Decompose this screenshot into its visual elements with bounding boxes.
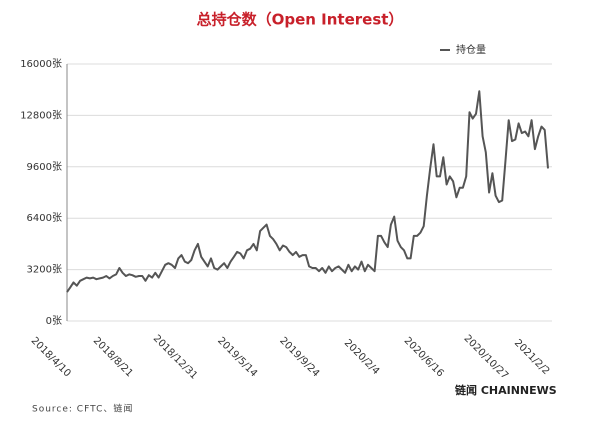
x-tick-label: 2020/2/4 [342,338,382,378]
y-tick-label: 3200张 [27,264,62,276]
x-tick-label: 2018/8/21 [91,335,135,379]
y-tick-label: 9600张 [27,161,62,173]
x-tick-label: 2019/5/14 [215,335,259,379]
y-tick-label: 0张 [46,315,62,327]
brand: 链闻 CHAINNEWS [455,383,557,397]
x-tick-label: 2019/9/24 [277,335,321,379]
legend-label: 持仓量 [456,43,486,56]
x-tick-label: 2018/12/31 [151,333,200,382]
y-tick-label: 16000张 [20,58,62,70]
x-tick-label: 2020/6/16 [402,335,446,379]
chart-title: 总持仓数（Open Interest） [197,11,404,29]
source-note: Source: CFTC、链闻 [32,403,133,415]
x-tick-label: 2021/2/2 [512,338,552,378]
data-line [66,90,549,293]
y-tick-label: 6400张 [27,212,62,224]
y-tick-label: 12800张 [20,109,62,121]
x-tick-label: 2020/10/27 [462,333,511,382]
x-tick-label: 2018/4/10 [29,335,73,379]
